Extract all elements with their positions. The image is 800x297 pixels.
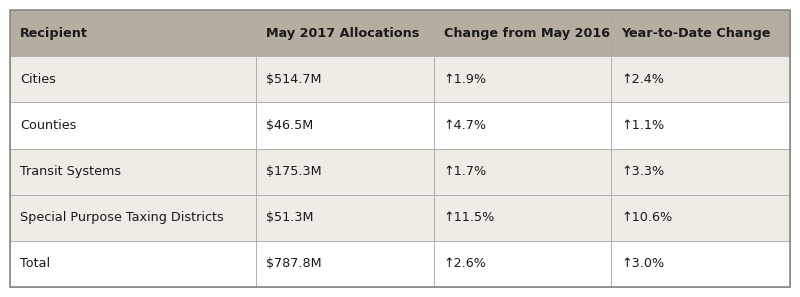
Bar	[611, 241, 790, 287]
Bar	[10, 102, 256, 148]
Text: Year-to-Date Change: Year-to-Date Change	[622, 27, 771, 40]
Text: ↑2.4%: ↑2.4%	[622, 73, 664, 86]
Text: $46.5M: $46.5M	[266, 119, 313, 132]
Text: May 2017 Allocations: May 2017 Allocations	[266, 27, 419, 40]
Text: $514.7M: $514.7M	[266, 73, 321, 86]
Text: ↑2.6%: ↑2.6%	[443, 257, 486, 270]
Bar	[10, 195, 256, 241]
Text: Recipient: Recipient	[20, 27, 88, 40]
Bar	[10, 148, 256, 195]
Bar	[611, 10, 790, 56]
Bar	[434, 56, 611, 102]
Bar	[256, 56, 434, 102]
Text: ↑4.7%: ↑4.7%	[443, 119, 486, 132]
Bar	[611, 195, 790, 241]
Bar	[10, 56, 256, 102]
Text: ↑1.7%: ↑1.7%	[443, 165, 486, 178]
Bar	[611, 56, 790, 102]
Text: ↑11.5%: ↑11.5%	[443, 211, 495, 224]
Bar	[256, 102, 434, 148]
Bar	[434, 195, 611, 241]
Text: ↑3.0%: ↑3.0%	[622, 257, 665, 270]
Bar	[434, 241, 611, 287]
Bar	[256, 10, 434, 56]
Bar	[434, 102, 611, 148]
Bar	[611, 102, 790, 148]
Text: $787.8M: $787.8M	[266, 257, 322, 270]
Bar	[10, 10, 256, 56]
Text: ↑1.9%: ↑1.9%	[443, 73, 486, 86]
Text: Transit Systems: Transit Systems	[20, 165, 121, 178]
Bar	[256, 241, 434, 287]
Text: Special Purpose Taxing Districts: Special Purpose Taxing Districts	[20, 211, 224, 224]
Text: Total: Total	[20, 257, 50, 270]
Text: ↑10.6%: ↑10.6%	[622, 211, 673, 224]
Bar	[256, 148, 434, 195]
Text: $51.3M: $51.3M	[266, 211, 314, 224]
Text: Change from May 2016: Change from May 2016	[443, 27, 610, 40]
Bar	[611, 148, 790, 195]
Text: ↑1.1%: ↑1.1%	[622, 119, 665, 132]
Text: Cities: Cities	[20, 73, 56, 86]
Text: Counties: Counties	[20, 119, 76, 132]
Text: ↑3.3%: ↑3.3%	[622, 165, 665, 178]
Bar	[10, 241, 256, 287]
Bar	[256, 195, 434, 241]
Bar	[434, 10, 611, 56]
Text: $175.3M: $175.3M	[266, 165, 322, 178]
Bar	[434, 148, 611, 195]
